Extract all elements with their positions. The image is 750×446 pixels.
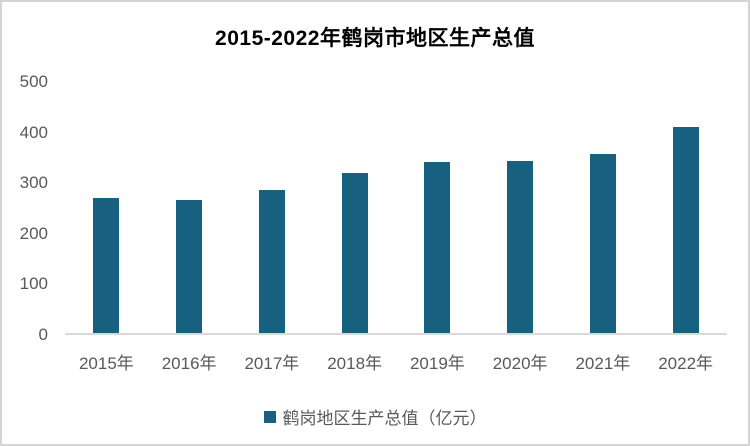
bar-slot-2020年 (479, 82, 562, 333)
legend-square-icon (263, 410, 276, 423)
y-tick-label-200: 200 (19, 223, 48, 243)
x-axis: 2015年 2016年 2017年 2018年 2019年 2020年 2021年 2022年 (65, 352, 727, 376)
y-tick-label-400: 400 (19, 122, 48, 142)
legend: 鹤岗地区生产总值（亿元） (2, 404, 748, 429)
bar-2021年 (589, 153, 616, 333)
x-tick-label-2022年: 2022年 (658, 354, 714, 373)
x-tick-label-2015年: 2015年 (78, 354, 134, 373)
x-tick-label-2019年: 2019年 (409, 354, 465, 373)
bar-slot-2019年 (396, 82, 479, 333)
bar-slot-2015年 (65, 82, 148, 333)
bar-slot-2016年 (148, 82, 231, 333)
y-tick-label-100: 100 (19, 274, 48, 294)
bar-slot-2021年 (562, 82, 645, 333)
x-tick-label-2017年: 2017年 (244, 354, 300, 373)
y-tick-label-500: 500 (19, 72, 48, 91)
bar-slot-2022年 (644, 82, 727, 333)
bar-slot-2018年 (313, 82, 396, 333)
bar-2015年 (93, 198, 120, 333)
y-tick-label-0: 0 (38, 325, 48, 344)
x-tick-label-2021年: 2021年 (575, 354, 631, 373)
y-axis: 0 100 200 300 400 500 (2, 72, 50, 344)
x-tick-label-2018年: 2018年 (327, 354, 383, 373)
bar-2020年 (507, 160, 534, 333)
bar-slot-2017年 (231, 82, 314, 333)
bar-2016年 (176, 199, 203, 333)
legend-label: 鹤岗地区生产总值（亿元） (282, 409, 487, 428)
bar-2019年 (424, 161, 451, 333)
x-tick-label-2020年: 2020年 (492, 354, 548, 373)
bar-2022年 (672, 126, 699, 333)
y-tick-label-300: 300 (19, 173, 48, 193)
x-tick-label-2016年: 2016年 (161, 354, 217, 373)
chart-title: 2015-2022年鹤岗市地区生产总值 (215, 27, 535, 50)
bar-2018年 (341, 172, 368, 333)
plot-area (65, 82, 727, 335)
bar-2017年 (258, 189, 285, 333)
